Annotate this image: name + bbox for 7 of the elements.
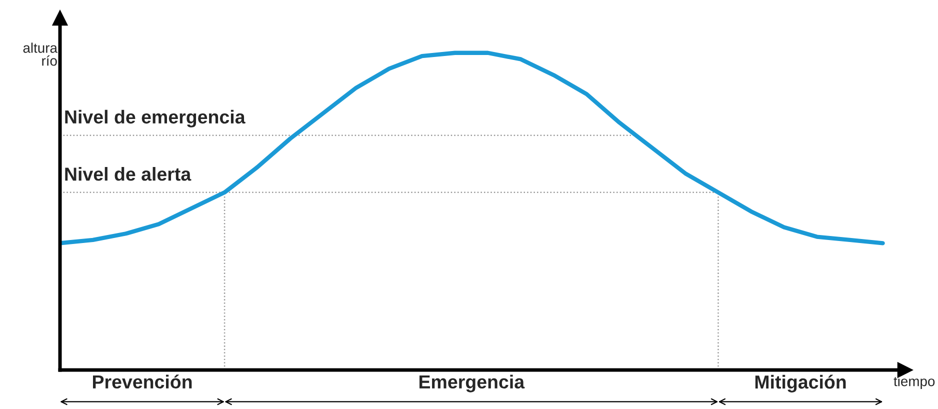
text: Prevención — [92, 374, 192, 389]
ref-line-label: Nivel de alerta — [65, 167, 192, 181]
text: Mitigación — [755, 374, 846, 392]
y-axis-title: altura río — [23, 42, 58, 66]
text: Emergencia — [419, 374, 525, 392]
x-axis-title: tiempo — [894, 376, 935, 389]
ref-line-label: Nivel de emergencia — [65, 110, 246, 128]
